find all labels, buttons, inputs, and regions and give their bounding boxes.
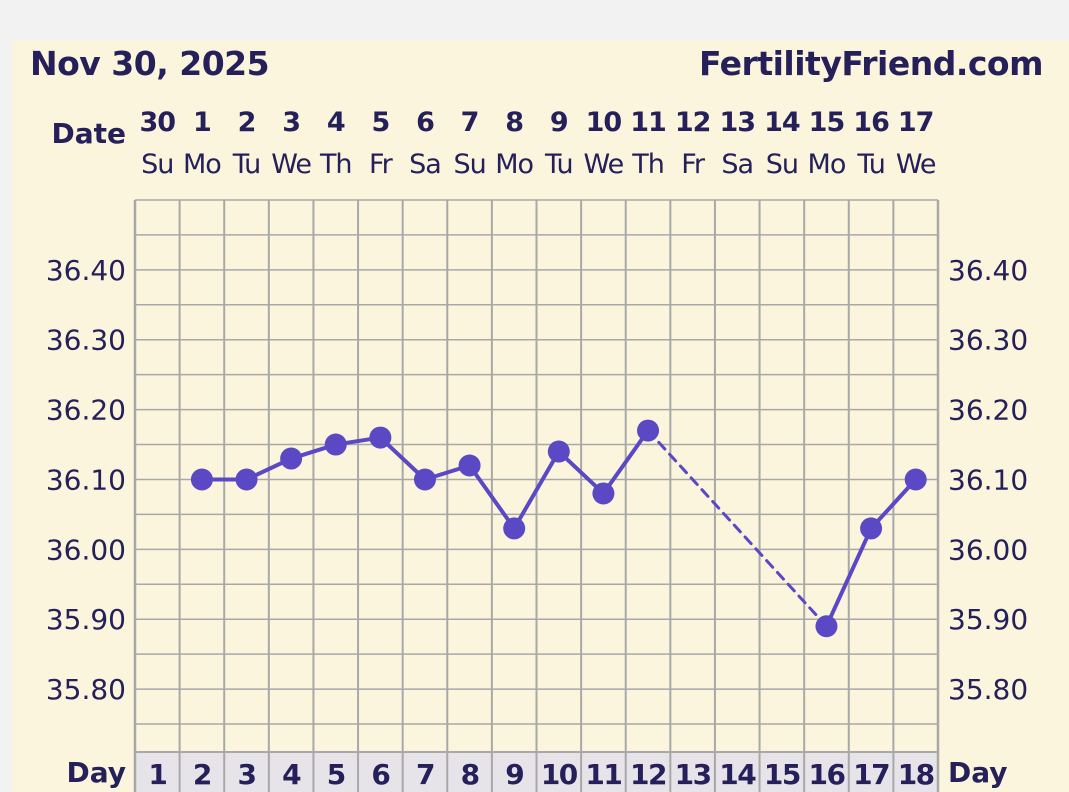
y-tick-label-right: 35.80 (948, 673, 1028, 706)
weekday-label: We (896, 149, 936, 180)
cycle-day-label: 2 (193, 758, 211, 791)
weekday-label: Su (766, 149, 798, 180)
cycle-day-label: 16 (808, 758, 844, 791)
series-segment (512, 449, 561, 531)
cycle-day-label: 18 (898, 758, 934, 791)
cycle-day-label: 17 (853, 758, 889, 791)
date-label: 2 (238, 107, 256, 138)
date-label: 9 (550, 107, 568, 138)
date-label: 5 (371, 107, 389, 138)
chart-date-title: Nov 30, 2025 (30, 44, 270, 83)
series-segment (601, 428, 651, 496)
date-row-label: Date (51, 117, 126, 150)
date-label: 8 (505, 107, 523, 138)
date-label: 17 (898, 107, 934, 138)
cycle-day-label: 13 (675, 758, 711, 791)
y-tick-label-right: 35.90 (948, 603, 1028, 636)
cycle-day-label: 12 (630, 758, 666, 791)
site-name: FertilityFriend.com (698, 44, 1044, 83)
y-tick-label-left: 35.80 (46, 673, 126, 706)
day-row-label-left: Day (66, 756, 126, 789)
temperature-point (324, 433, 347, 456)
temperature-point (904, 468, 927, 491)
cycle-day-label: 1 (148, 758, 166, 791)
date-label: 4 (327, 107, 345, 138)
series-segment-dashed (646, 429, 828, 628)
temperature-point (860, 517, 883, 540)
y-tick-label-right: 36.10 (948, 463, 1028, 496)
weekday-label: Th (631, 149, 664, 180)
series-point-group (190, 419, 927, 638)
y-tick-label-left: 36.30 (46, 324, 126, 357)
weekday-label: We (271, 149, 311, 180)
date-label: 1 (193, 107, 211, 138)
date-label: 30 (140, 107, 176, 138)
y-tick-label-left: 36.40 (46, 254, 126, 287)
weekday-label: Th (319, 149, 352, 180)
weekday-label: Sa (409, 149, 441, 180)
y-tick-label-left: 35.90 (46, 603, 126, 636)
date-label: 7 (461, 107, 479, 138)
y-tick-label-left: 36.10 (46, 463, 126, 496)
y-tick-label-left: 36.20 (46, 394, 126, 427)
series-segment (467, 463, 517, 531)
cycle-day-label: 6 (371, 758, 389, 791)
y-tick-label-left: 36.00 (46, 533, 126, 566)
weekday-label: Mo (808, 149, 846, 180)
cycle-day-label: 11 (585, 758, 621, 791)
date-label: 11 (630, 107, 666, 138)
weekday-label: Su (141, 149, 173, 180)
temperature-point (458, 454, 481, 477)
temperature-point (637, 419, 660, 442)
y-tick-label-right: 36.30 (948, 324, 1028, 357)
temperature-point (190, 468, 213, 491)
weekday-label: Sa (721, 149, 753, 180)
y-tick-label-right: 36.20 (948, 394, 1028, 427)
day-row-label-right: Day (948, 756, 1008, 789)
weekday-label: Fr (369, 149, 394, 180)
grid-group (133, 199, 940, 792)
cycle-day-label: 10 (541, 758, 578, 791)
date-label: 3 (282, 107, 300, 138)
temperature-point (280, 447, 303, 470)
weekday-label: Mo (183, 149, 221, 180)
weekday-label: Fr (681, 149, 706, 180)
date-label: 10 (586, 107, 622, 138)
weekday-label: Su (453, 149, 485, 180)
date-label: 13 (719, 107, 755, 138)
temperature-point (235, 468, 258, 491)
temperature-point (547, 440, 570, 463)
cycle-day-label: 15 (764, 758, 800, 791)
weekday-label: Mo (495, 149, 533, 180)
date-label: 16 (853, 107, 889, 138)
date-label: 14 (764, 107, 800, 138)
y-tick-label-right: 36.00 (948, 533, 1028, 566)
weekday-label: Tu (856, 149, 885, 180)
cycle-day-label: 14 (719, 758, 756, 791)
temperature-point (369, 426, 392, 449)
temperature-point (815, 615, 838, 638)
cycle-day-label: 8 (461, 758, 479, 791)
series-segment (824, 526, 874, 629)
date-label: 6 (416, 107, 434, 138)
temperature-point (592, 482, 615, 505)
weekday-label: Tu (544, 149, 573, 180)
temperature-point (503, 517, 526, 540)
date-label: 15 (809, 107, 845, 138)
series-segment (869, 477, 918, 531)
y-tick-label-right: 36.40 (948, 254, 1028, 287)
weekday-label: Tu (232, 149, 261, 180)
temperature-point (413, 468, 436, 491)
cycle-day-label: 5 (327, 758, 345, 791)
date-label: 12 (675, 107, 711, 138)
cycle-day-label: 3 (238, 758, 256, 791)
weekday-label: We (584, 149, 624, 180)
cycle-day-label: 4 (282, 758, 301, 791)
cycle-day-label: 7 (416, 758, 434, 791)
cycle-day-label: 9 (505, 758, 523, 791)
